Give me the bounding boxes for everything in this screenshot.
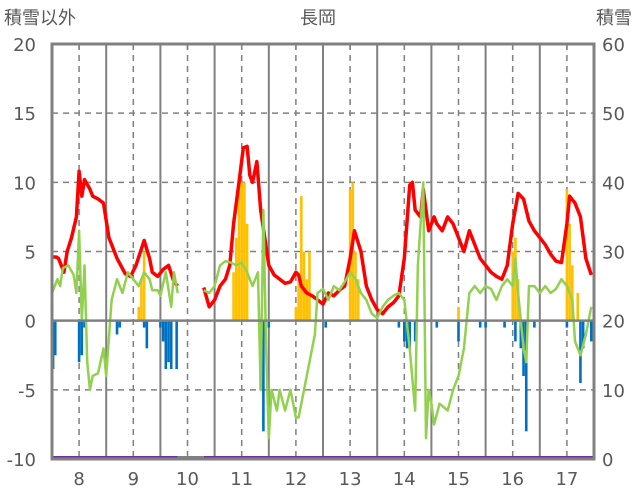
bar-negative: [503, 320, 506, 328]
bar-negative: [262, 320, 265, 432]
bar-negative: [581, 320, 585, 349]
bar-positive: [240, 182, 243, 321]
red-line: [202, 144, 593, 316]
x-tick-label: 10: [176, 469, 199, 490]
bar-negative: [175, 320, 178, 370]
bar-negative: [80, 320, 84, 356]
bar-positive: [237, 182, 241, 321]
bar-positive: [142, 251, 146, 321]
bar-negative: [413, 320, 417, 342]
bar-negative: [484, 320, 487, 328]
bar-positive: [243, 182, 246, 321]
bar-positive: [140, 279, 143, 321]
bar-negative: [167, 320, 170, 363]
chart-title: 長岡: [300, 8, 336, 29]
x-tick-label: 16: [501, 469, 524, 490]
bar-negative: [408, 320, 412, 349]
y-left-tick-label: 0: [25, 312, 36, 333]
y-right-tick-label: 0: [602, 450, 613, 471]
bar-negative: [324, 320, 328, 328]
bar-negative: [478, 320, 482, 328]
bar-positive: [137, 306, 141, 321]
y-right-tick-label: 20: [602, 312, 625, 333]
bar-positive: [232, 272, 235, 321]
bar-negative: [159, 320, 162, 328]
y-left-tick-label: 5: [25, 243, 36, 264]
bar-positive: [354, 251, 357, 321]
bar-negative: [145, 320, 149, 349]
bar-positive: [514, 237, 517, 321]
y-right-tick-label: 30: [602, 243, 625, 264]
bar-negative: [267, 320, 271, 328]
y-left-tick-label: 10: [13, 173, 36, 194]
x-tick-label: 17: [555, 469, 578, 490]
bar-negative: [403, 320, 406, 342]
red-line: [52, 169, 180, 288]
y-right-tick-label: 60: [602, 35, 625, 56]
right-axis-title: 積雪: [596, 8, 632, 29]
bar-negative: [589, 320, 593, 342]
bar-positive: [294, 306, 298, 321]
bar-negative: [533, 320, 536, 328]
bar-negative: [161, 320, 165, 342]
bar-positive: [568, 223, 571, 321]
bar-negative: [514, 320, 517, 342]
x-tick-label: 9: [128, 469, 139, 490]
bar-negative: [565, 320, 569, 328]
y-left-tick-label: -5: [18, 381, 36, 402]
y-left-tick-label: 15: [13, 104, 36, 125]
green-line: [50, 229, 179, 392]
bar-positive: [234, 237, 238, 321]
bar-positive: [571, 265, 574, 321]
bar-positive: [565, 189, 569, 321]
bar-negative: [397, 320, 401, 328]
x-tick-label: 8: [73, 469, 84, 490]
bar-negative: [457, 320, 460, 342]
y-left-tick-label: -10: [7, 450, 36, 471]
bar-positive: [308, 251, 311, 321]
bar-positive: [297, 279, 300, 321]
x-tick-label: 13: [339, 469, 362, 490]
bar-negative: [77, 320, 81, 363]
bar-negative: [118, 320, 122, 328]
bar-negative: [524, 320, 528, 432]
bar-negative: [169, 320, 173, 370]
left-axis-title: 積雪以外: [4, 8, 76, 29]
bar-positive: [457, 306, 460, 321]
bar-positive: [302, 251, 306, 321]
bar-positive: [305, 279, 309, 321]
bar-negative: [83, 320, 86, 328]
bar-positive: [300, 196, 303, 321]
plot-frame: [50, 42, 596, 461]
x-tick-label: 12: [284, 469, 307, 490]
bar-positive: [356, 279, 360, 321]
green-line: [203, 181, 593, 440]
bar-negative: [164, 320, 168, 370]
x-tick-label: 11: [230, 469, 253, 490]
bar-negative: [519, 320, 523, 349]
x-tick-label: 15: [447, 469, 470, 490]
y-left-tick-label: 20: [13, 35, 36, 56]
bar-negative: [53, 320, 57, 356]
bar-negative: [115, 320, 119, 335]
bar-positive: [576, 293, 580, 321]
bar-negative: [435, 320, 439, 328]
x-tick-label: 14: [393, 469, 416, 490]
y-right-tick-label: 40: [602, 173, 625, 194]
y-right-tick-label: 50: [602, 104, 625, 125]
bar-negative: [142, 320, 146, 328]
y-right-tick-label: 10: [602, 381, 625, 402]
